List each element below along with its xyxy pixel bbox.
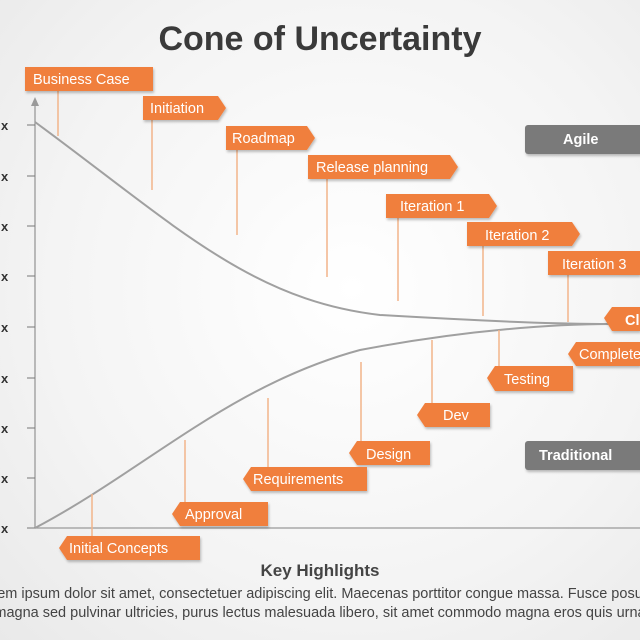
upper-connectors [57, 90, 569, 322]
upper-cone-curve [34, 121, 611, 325]
stage-label: Requirements [253, 472, 343, 488]
stage-tag-approval: Approval [172, 502, 268, 526]
y-label: x [1, 521, 9, 536]
stage-label: Approval [185, 507, 242, 523]
stage-label: Dev [443, 408, 470, 424]
stage-tag-release-planning: Release planning [308, 155, 458, 179]
y-axis-labels: x x x x x x x x x [1, 118, 9, 536]
y-label: x [1, 421, 9, 436]
stage-label: Testing [504, 372, 550, 388]
slide-title: Cone of Uncertainty [158, 20, 482, 58]
stage-tag-roadmap: Roadmap [226, 126, 315, 150]
stage-tag-end: Cl [604, 307, 640, 331]
lower-connectors [91, 330, 500, 536]
key-highlights-title: Key Highlights [260, 561, 380, 580]
stage-tag-design: Design [349, 441, 430, 465]
stage-label: Release planning [316, 160, 428, 176]
stage-tag-business-case: Business Case [25, 67, 153, 91]
y-label: x [1, 269, 9, 284]
stage-label: Iteration 1 [400, 199, 465, 215]
stage-label: Iteration 2 [485, 228, 550, 244]
y-label: x [1, 219, 9, 234]
stage-label: Iteration 3 [562, 257, 627, 273]
stage-tag-testing: Testing [487, 366, 573, 391]
y-label: x [1, 471, 9, 486]
category-agile: Agile [525, 125, 640, 154]
stage-label: Initial Concepts [69, 541, 168, 557]
stage-tag-initiation: Initiation [143, 96, 226, 120]
stage-tag-iteration-3: Iteration 3 [548, 251, 640, 275]
stage-tag-initial-concepts: Initial Concepts [59, 536, 200, 560]
lower-cone-curve [34, 323, 611, 529]
y-axis-ticks [27, 124, 35, 529]
stage-label: Business Case [33, 72, 130, 88]
category-label: Traditional [539, 448, 612, 464]
y-label: x [1, 169, 9, 184]
y-label: x [1, 371, 9, 386]
end-label: Cl [625, 313, 640, 329]
stage-tag-iteration-2: Iteration 2 [467, 222, 580, 246]
category-traditional: Traditional [525, 441, 640, 470]
stage-tag-dev: Dev [417, 403, 490, 427]
y-label: x [1, 320, 9, 335]
key-highlights-text-line: Lorem ipsum dolor sit amet, consectetuer… [0, 586, 640, 602]
stage-tag-complete: Complete [568, 342, 640, 366]
y-axis-arrow-icon [31, 97, 39, 106]
stage-tag-requirements: Requirements [243, 467, 367, 491]
y-label: x [1, 118, 9, 133]
stage-label: Complete [579, 347, 640, 363]
key-highlights-text-line: magna sed pulvinar ultricies, purus lect… [0, 605, 640, 621]
stage-label: Design [366, 447, 411, 463]
stage-label: Roadmap [232, 131, 295, 147]
category-label: Agile [563, 132, 598, 148]
stage-tag-iteration-1: Iteration 1 [386, 194, 497, 218]
stage-label: Initiation [150, 101, 204, 117]
